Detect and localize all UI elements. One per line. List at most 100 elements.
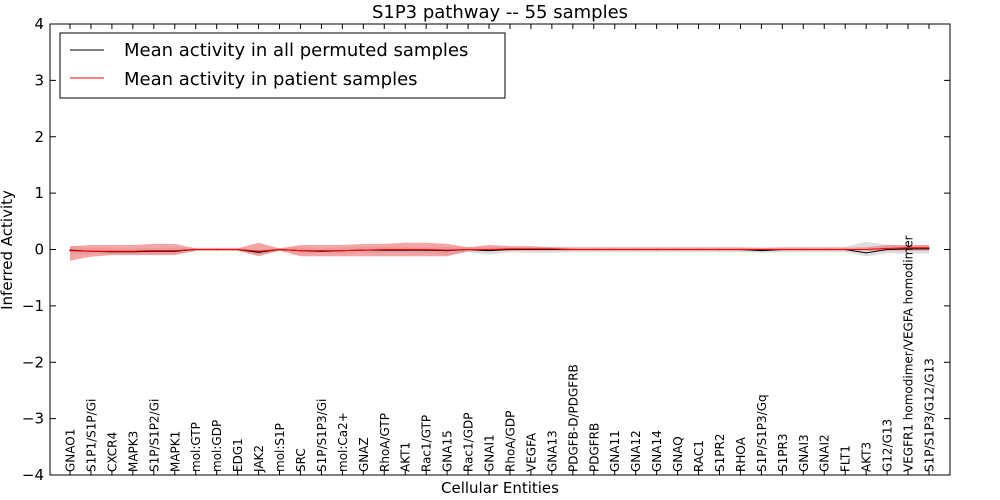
point-series-1-15 (383, 248, 385, 251)
x-tick-label-7: mol:GDP (210, 420, 224, 472)
x-tick-label-29: GNAQ (671, 436, 685, 472)
point-series-1-2 (111, 250, 113, 252)
point-series-1-11 (299, 250, 302, 252)
x-tick-label-4: S1P/S1P2/Gi (147, 399, 161, 472)
point-series-1-7 (216, 248, 218, 251)
point-series-1-14 (362, 249, 364, 251)
x-tick-label-2: CXCR4 (105, 432, 119, 472)
point-series-1-41 (928, 247, 930, 249)
point-series-1-18 (446, 249, 448, 251)
x-axis-label: Cellular Entities (441, 479, 559, 497)
point-series-1-23 (551, 248, 553, 250)
x-axis: GNAO1 S1P1/S1P/Gi CXCR4 MAPK3 S1P/S1P2/Gi MAP… (64, 24, 937, 475)
x-tick-label-6: mol:GTP (189, 422, 203, 472)
x-tick-label-5: MAPK1 (168, 431, 182, 472)
y-tick-label-8: 4 (34, 15, 44, 33)
x-tick-label-30: RAC1 (692, 440, 706, 472)
x-tick-label-17: Rac1/GTP (420, 415, 434, 472)
x-tick-label-0: GNAO1 (64, 429, 78, 472)
y-axis: −4 −3 −2 −1 0 1 2 3 4 (22, 15, 950, 484)
x-tick-label-21: RhoA/GDP (504, 411, 518, 472)
y-axis-label: Inferred Activity (0, 190, 16, 310)
y-tick-label-7: 3 (34, 71, 44, 89)
series-lines (69, 247, 930, 254)
y-tick-label-0: −4 (22, 466, 44, 484)
point-series-1-3 (132, 250, 134, 252)
y-tick-label-5: 1 (34, 184, 44, 202)
point-series-1-4 (153, 250, 155, 252)
y-tick-label-2: −2 (22, 353, 44, 371)
point-series-1-5 (174, 250, 176, 252)
point-series-1-19 (467, 248, 469, 251)
y-tick-label-1: −3 (22, 410, 44, 428)
band-series-1 (70, 242, 929, 261)
point-series-1-38 (865, 248, 867, 251)
point-series-1-25 (593, 248, 595, 251)
x-tick-label-11: SRC (294, 448, 308, 472)
line-series-1 (69, 247, 929, 252)
x-tick-label-25: PDGFRB (587, 423, 601, 472)
x-tick-label-27: GNA12 (629, 430, 643, 472)
point-series-0-33 (760, 250, 763, 252)
x-tick-label-28: GNA14 (650, 430, 664, 472)
point-series-1-12 (320, 250, 322, 252)
x-tick-label-31: S1PR2 (713, 434, 727, 472)
x-tick-label-32: RHOA (734, 436, 748, 472)
x-tick-label-8: EDG1 (231, 438, 245, 472)
x-tick-label-12: S1P/S1P3/Gi (315, 399, 329, 472)
x-tick-label-38: AKT3 (860, 442, 874, 472)
x-tick-label-18: GNA15 (441, 430, 455, 472)
chart-title: S1P3 pathway -- 55 samples (372, 2, 628, 23)
y-tick-label-6: 2 (34, 128, 44, 146)
legend: Mean activity in all permuted samples Me… (59, 32, 506, 99)
point-series-1-27 (635, 248, 637, 251)
point-series-1-13 (341, 250, 343, 252)
point-series-0-40 (907, 248, 909, 250)
x-tick-label-39: G12/G13 (881, 419, 895, 472)
point-series-1-35 (802, 248, 804, 251)
confidence-bands (70, 241, 929, 261)
x-tick-label-41: S1P/S1P3/G12/G13 (923, 358, 937, 472)
point-series-1-36 (823, 248, 825, 251)
point-series-1-21 (509, 248, 511, 250)
x-tick-label-15: RhoA/GTP (378, 413, 392, 472)
x-tick-label-3: MAPK3 (126, 431, 140, 472)
x-tick-label-10: mol:S1P (273, 423, 287, 472)
point-series-1-17 (425, 248, 427, 251)
point-series-1-37 (844, 248, 846, 251)
point-series-1-0 (69, 250, 71, 252)
point-series-1-10 (278, 248, 281, 251)
legend-label-patient: Mean activity in patient samples (124, 69, 418, 90)
point-series-1-29 (677, 248, 679, 251)
legend-box (59, 32, 506, 99)
point-series-1-16 (404, 248, 406, 251)
point-series-1-20 (488, 248, 490, 251)
point-series-1-1 (90, 250, 92, 252)
point-series-1-22 (530, 248, 532, 250)
point-series-1-9 (258, 250, 260, 252)
x-tick-label-1: S1P1/S1P/Gi (85, 399, 99, 472)
x-tick-label-20: GNAI1 (483, 434, 497, 472)
point-series-1-26 (614, 248, 616, 251)
legend-label-permuted: Mean activity in all permuted samples (124, 40, 468, 61)
point-series-1-28 (656, 248, 658, 251)
x-tick-label-22: VEGFA (524, 432, 538, 472)
x-tick-label-23: GNA13 (545, 430, 559, 472)
point-series-1-6 (195, 248, 197, 251)
x-tick-label-26: GNA11 (608, 430, 622, 472)
point-series-1-40 (907, 247, 909, 249)
y-tick-label-4: 0 (34, 241, 44, 259)
point-series-1-33 (760, 248, 763, 251)
point-series-0-41 (928, 248, 930, 250)
x-tick-label-14: GNAZ (357, 437, 371, 472)
y-tick-label-3: −1 (22, 297, 44, 315)
point-series-0-38 (865, 252, 867, 254)
point-series-1-8 (237, 248, 239, 251)
point-series-1-39 (886, 247, 888, 249)
point-series-1-24 (572, 248, 574, 251)
point-series-0-9 (258, 251, 260, 253)
x-tick-label-35: GNAI3 (797, 434, 811, 472)
point-series-1-34 (781, 248, 783, 251)
x-tick-label-13: mol:Ca2+ (336, 412, 350, 472)
x-tick-label-33: S1P/S1P3/Gq (755, 394, 769, 472)
